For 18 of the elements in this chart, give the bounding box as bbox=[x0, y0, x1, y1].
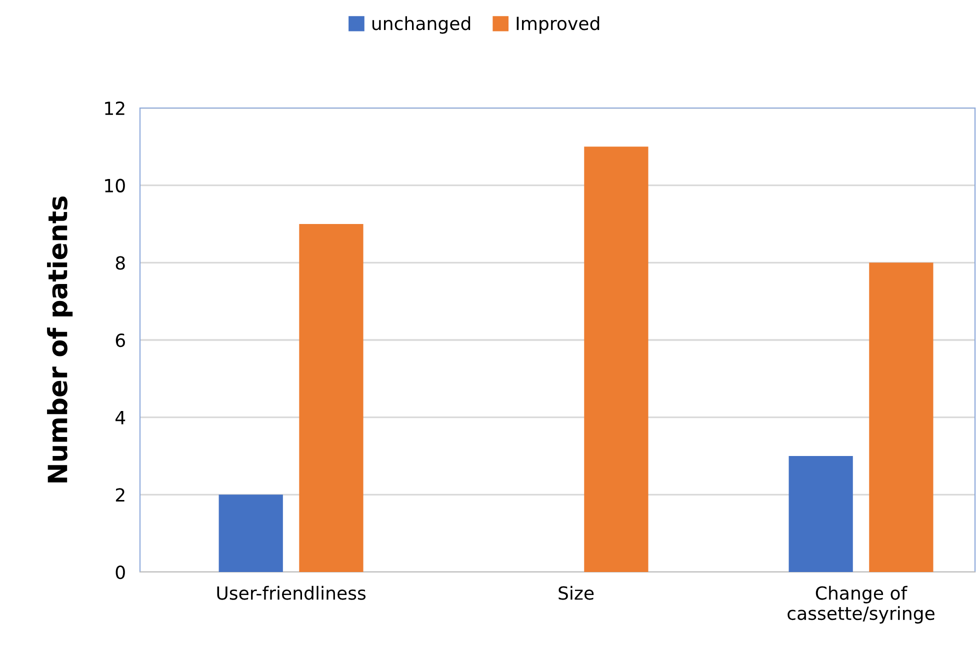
y-tick-label: 10 bbox=[105, 178, 125, 192]
y-tick-label: 0 bbox=[116, 565, 125, 580]
y-tick-label: 2 bbox=[116, 488, 124, 502]
x-tick-label: Size bbox=[558, 586, 594, 600]
legend-label: unchanged bbox=[372, 16, 470, 34]
bar bbox=[218, 494, 283, 572]
legend-label: Improved bbox=[516, 16, 600, 34]
bar bbox=[788, 456, 853, 572]
y-axis-title: Number of patients bbox=[47, 196, 73, 482]
x-tick-label: Change of cassette/syringe bbox=[788, 586, 934, 624]
y-tick-label: 6 bbox=[116, 333, 125, 348]
y-tick-label: 8 bbox=[116, 256, 125, 270]
y-tick-label: 4 bbox=[116, 411, 126, 424]
x-tick-label: User-friendliness bbox=[217, 586, 366, 600]
bar bbox=[869, 262, 934, 572]
y-tick-label: 12 bbox=[105, 101, 124, 115]
bar bbox=[584, 146, 648, 572]
bar bbox=[299, 224, 364, 572]
